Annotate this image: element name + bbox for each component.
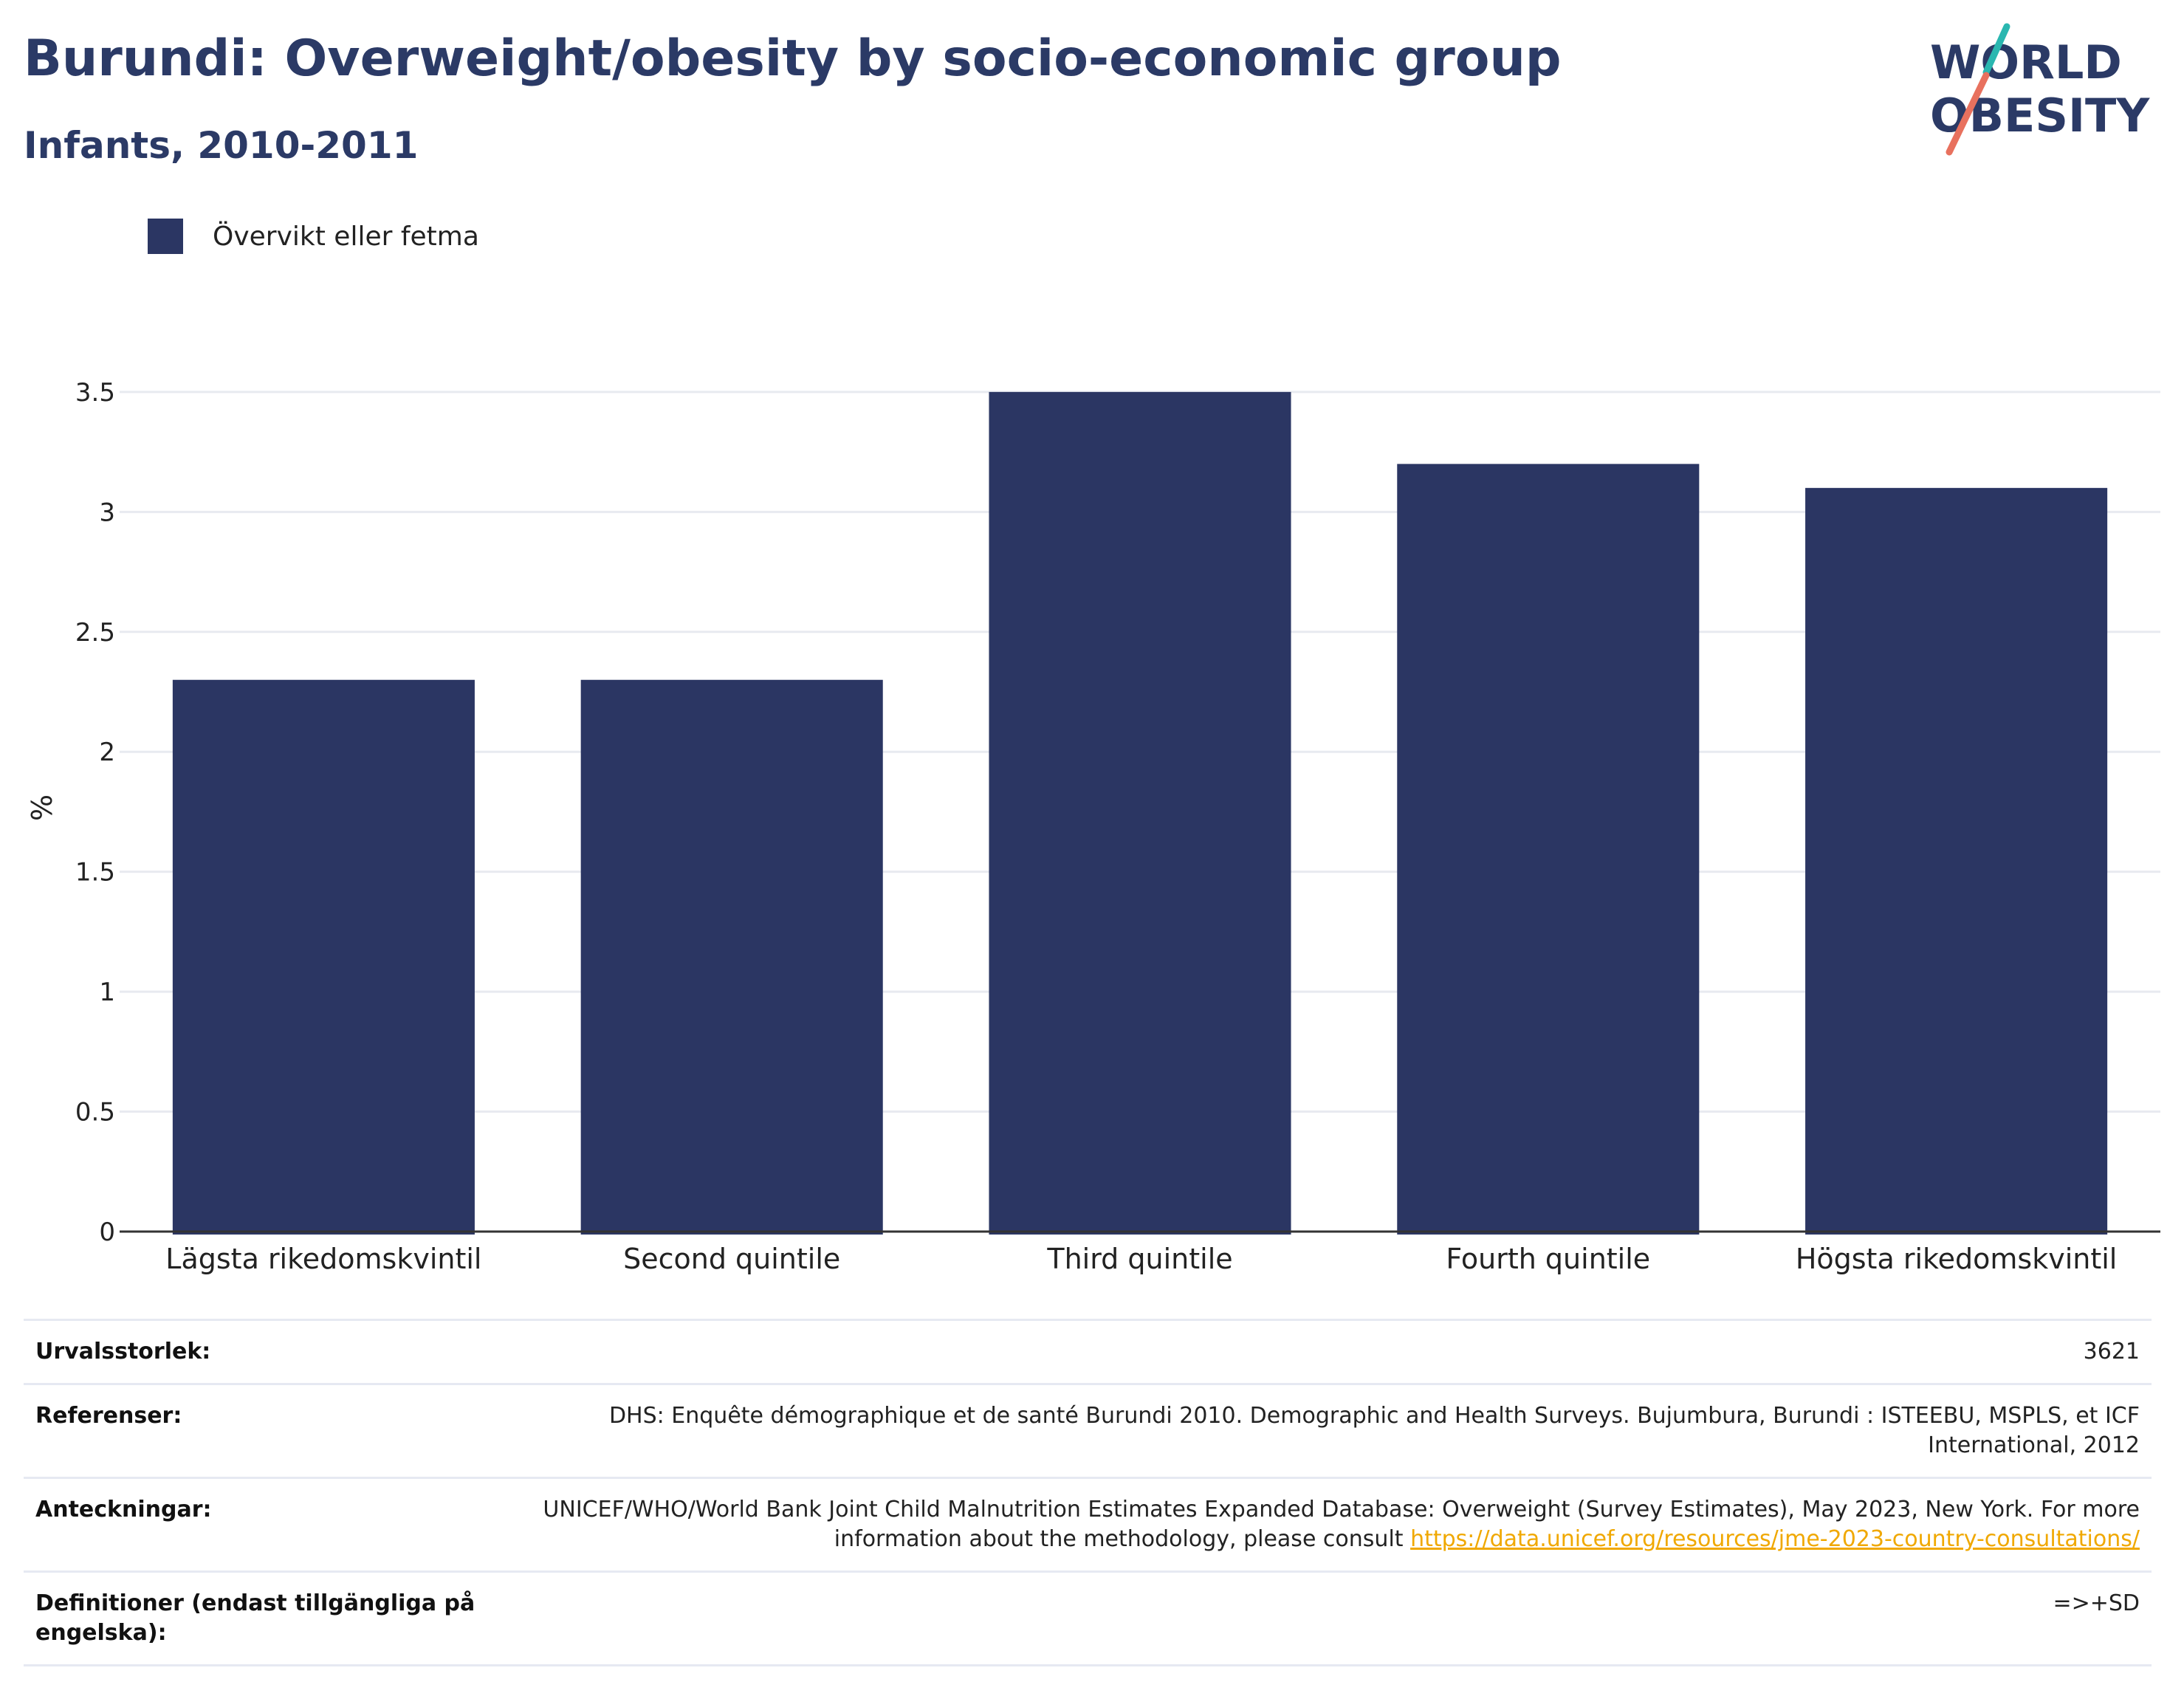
bar bbox=[580, 679, 883, 1235]
info-value: =>+SD bbox=[2053, 1590, 2140, 1616]
y-tick-label: 3 bbox=[99, 498, 115, 527]
y-axis-label: % bbox=[26, 794, 58, 821]
y-tick-label: 0 bbox=[99, 1218, 115, 1247]
y-tick-label: 2 bbox=[99, 738, 115, 767]
chart-subtitle: Infants, 2010-2011 bbox=[24, 124, 419, 167]
legend: Övervikt eller fetma bbox=[148, 219, 479, 254]
x-tick-label: Lägsta rikedomskvintil bbox=[165, 1243, 481, 1275]
info-row-references: Referenser: DHS: Enquête démographique e… bbox=[24, 1383, 2152, 1477]
y-tick-label: 2.5 bbox=[75, 618, 115, 648]
legend-label: Övervikt eller fetma bbox=[213, 221, 479, 252]
x-tick-label: Fourth quintile bbox=[1446, 1243, 1650, 1275]
x-tick-label: Högsta rikedomskvintil bbox=[1796, 1243, 2118, 1275]
logo-line1: WORLD bbox=[1930, 35, 2122, 89]
bar-chart: 0 0.5 1 1.5 2 2.5 3 3.5 Lägsta rikedomskvintil Se… bbox=[26, 378, 2160, 1275]
world-obesity-logo: WORLD OBESITY bbox=[1930, 23, 2150, 156]
info-row-notes: Anteckningar: UNICEF/WHO/World Bank Join… bbox=[24, 1477, 2152, 1570]
methodology-link[interactable]: https://data.unicef.org/resources/jme-20… bbox=[1410, 1526, 2140, 1552]
bar bbox=[172, 679, 475, 1235]
info-value: UNICEF/WHO/World Bank Joint Child Malnut… bbox=[530, 1495, 2140, 1554]
info-table: Urvalsstorlek: 3621 Referenser: DHS: Enq… bbox=[24, 1319, 2152, 1666]
logo-line2: OBESITY bbox=[1930, 89, 2150, 143]
legend-swatch bbox=[148, 219, 183, 254]
info-key: Referenser: bbox=[35, 1403, 182, 1429]
notes-text: UNICEF/WHO/World Bank Joint Child Malnut… bbox=[543, 1497, 2140, 1552]
info-key: Urvalsstorlek: bbox=[35, 1339, 211, 1364]
bar bbox=[1397, 464, 1700, 1235]
y-tick-label: 1 bbox=[99, 978, 115, 1007]
y-tick-label: 1.5 bbox=[75, 858, 115, 888]
bar bbox=[989, 391, 1291, 1235]
info-row-sample-size: Urvalsstorlek: 3621 bbox=[24, 1319, 2152, 1383]
info-row-definitions: Definitioner (endast tillgängliga på eng… bbox=[24, 1570, 2152, 1666]
info-value: 3621 bbox=[2083, 1339, 2140, 1364]
info-key: Anteckningar: bbox=[35, 1497, 212, 1522]
info-value: DHS: Enquête démographique et de santé B… bbox=[608, 1403, 2140, 1458]
info-key: Definitioner (endast tillgängliga på eng… bbox=[35, 1590, 475, 1646]
y-tick-label: 0.5 bbox=[75, 1098, 115, 1127]
x-tick-label: Second quintile bbox=[623, 1243, 840, 1275]
y-tick-label: 3.5 bbox=[75, 378, 115, 408]
chart-title: Burundi: Overweight/obesity by socio-eco… bbox=[24, 30, 1562, 88]
bar bbox=[1805, 487, 2108, 1235]
x-tick-label: Third quintile bbox=[1046, 1243, 1232, 1275]
